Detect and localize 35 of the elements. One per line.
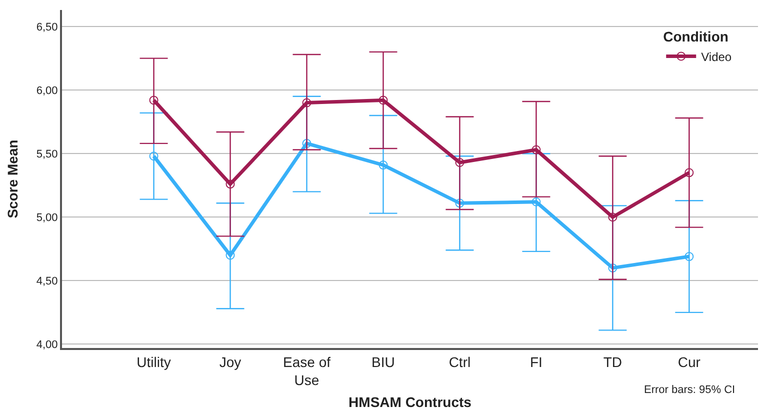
y-tick-label: 4,00 [36,339,58,352]
point [302,98,312,108]
y-axis-title: Score Mean [4,140,20,218]
x-tick-label: Ease of Use [283,354,331,388]
point [149,96,158,105]
legend-title: Condition [663,28,728,45]
x-tick-label: Ctrl [448,354,471,370]
x-tick-label: BIU [372,354,395,370]
point [608,263,618,272]
x-tick-label: TD [603,354,622,370]
point [684,168,694,178]
point [378,160,388,170]
point [455,198,464,208]
x-tick-label: FI [530,354,542,370]
text: Error bars: 95% CI [644,384,736,396]
y-tick-label: 5,00 [36,212,58,224]
y-tick-label: 5,50 [36,148,58,160]
legend-label: Video [701,50,732,64]
point [378,96,388,105]
point [226,250,235,260]
point [532,197,541,206]
x-tick-label: Joy [219,354,242,370]
x-axis-title: HMSAM Contructs [348,394,472,410]
y-tick-label: 6,00 [36,84,58,97]
point [532,145,541,154]
x-tick-label: Cur [678,354,701,370]
point [149,152,158,161]
point [455,158,464,167]
point [608,212,618,222]
point [226,180,235,189]
point [684,252,694,262]
x-tick-label: Utility [136,354,171,370]
y-tick-label: 6,50 [36,21,58,34]
y-tick-label: 4,50 [36,276,58,288]
point [302,138,312,148]
